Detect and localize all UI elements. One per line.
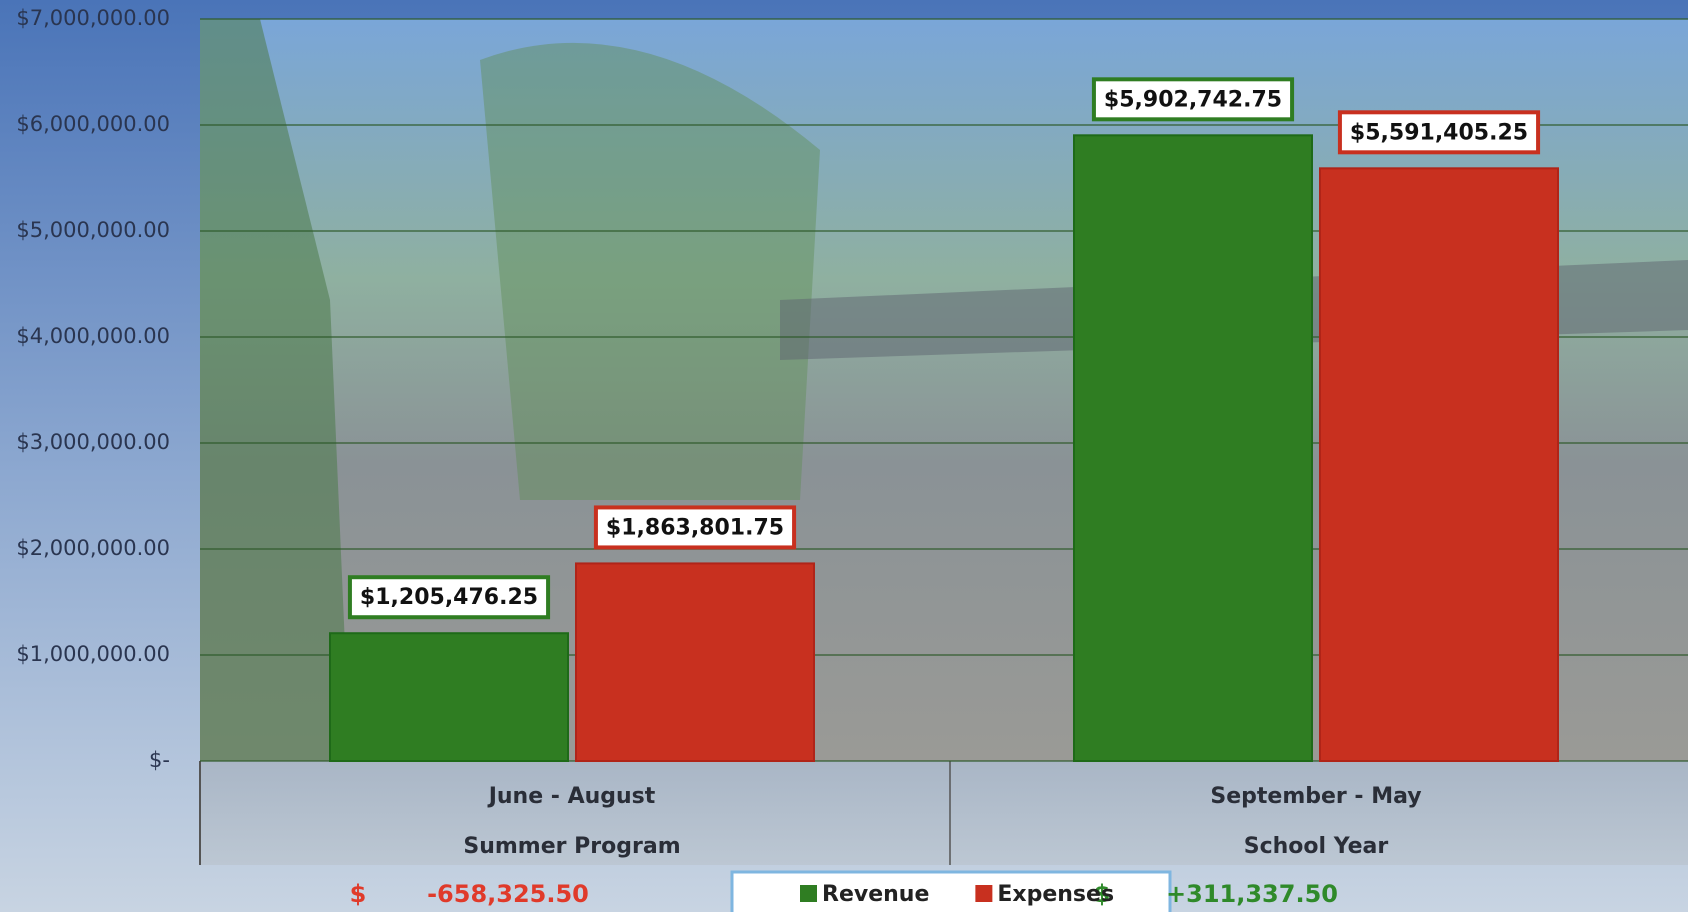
net-amount: -658,325.50	[427, 880, 589, 908]
value-label-box	[593, 505, 797, 550]
value-label-box	[1337, 110, 1541, 155]
y-tick-label: $6,000,000.00	[16, 112, 170, 136]
category-group-label: School Year	[1244, 834, 1389, 859]
value-label: $5,902,742.75	[1104, 87, 1282, 112]
y-tick-label: $-	[149, 748, 170, 772]
net-symbol: $	[1094, 880, 1111, 908]
value-label: $1,863,801.75	[606, 515, 784, 540]
value-label-box	[1091, 77, 1295, 122]
net-amount: +311,337.50	[1166, 880, 1338, 908]
axis-area	[200, 761, 1688, 865]
bar	[1073, 134, 1313, 762]
y-tick-label: $7,000,000.00	[16, 6, 170, 30]
tree-shape	[480, 42, 820, 500]
legend-swatch	[975, 885, 993, 902]
bar	[1319, 167, 1559, 763]
x-tick-label: September - May	[1210, 784, 1421, 809]
y-tick-label: $2,000,000.00	[16, 536, 170, 560]
bar	[329, 632, 569, 763]
legend-swatch	[800, 885, 817, 902]
net-symbol: $	[350, 880, 367, 908]
bar	[575, 562, 815, 762]
value-label: $5,591,405.25	[1350, 120, 1528, 145]
y-tick-label: $5,000,000.00	[16, 218, 170, 242]
value-label-box	[347, 575, 551, 620]
category-group-label: Summer Program	[463, 834, 680, 859]
value-label: $1,205,476.25	[360, 585, 538, 610]
legend-label: Expenses	[997, 882, 1114, 907]
y-tick-label: $1,000,000.00	[16, 642, 170, 666]
tree-shape	[200, 19, 350, 761]
y-tick-label: $3,000,000.00	[16, 430, 170, 454]
y-tick-label: $4,000,000.00	[16, 324, 170, 348]
x-tick-label: June - August	[487, 784, 656, 809]
legend-label: Revenue	[822, 882, 929, 907]
